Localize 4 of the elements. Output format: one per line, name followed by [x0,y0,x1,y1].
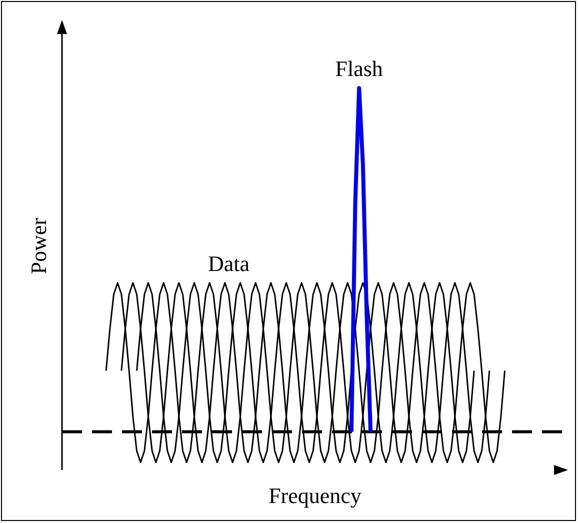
y-axis-title: Power [26,217,51,274]
series-label: Flash [335,56,383,82]
series-label: Data [208,250,250,276]
x-axis-title: Frequency [268,483,362,508]
